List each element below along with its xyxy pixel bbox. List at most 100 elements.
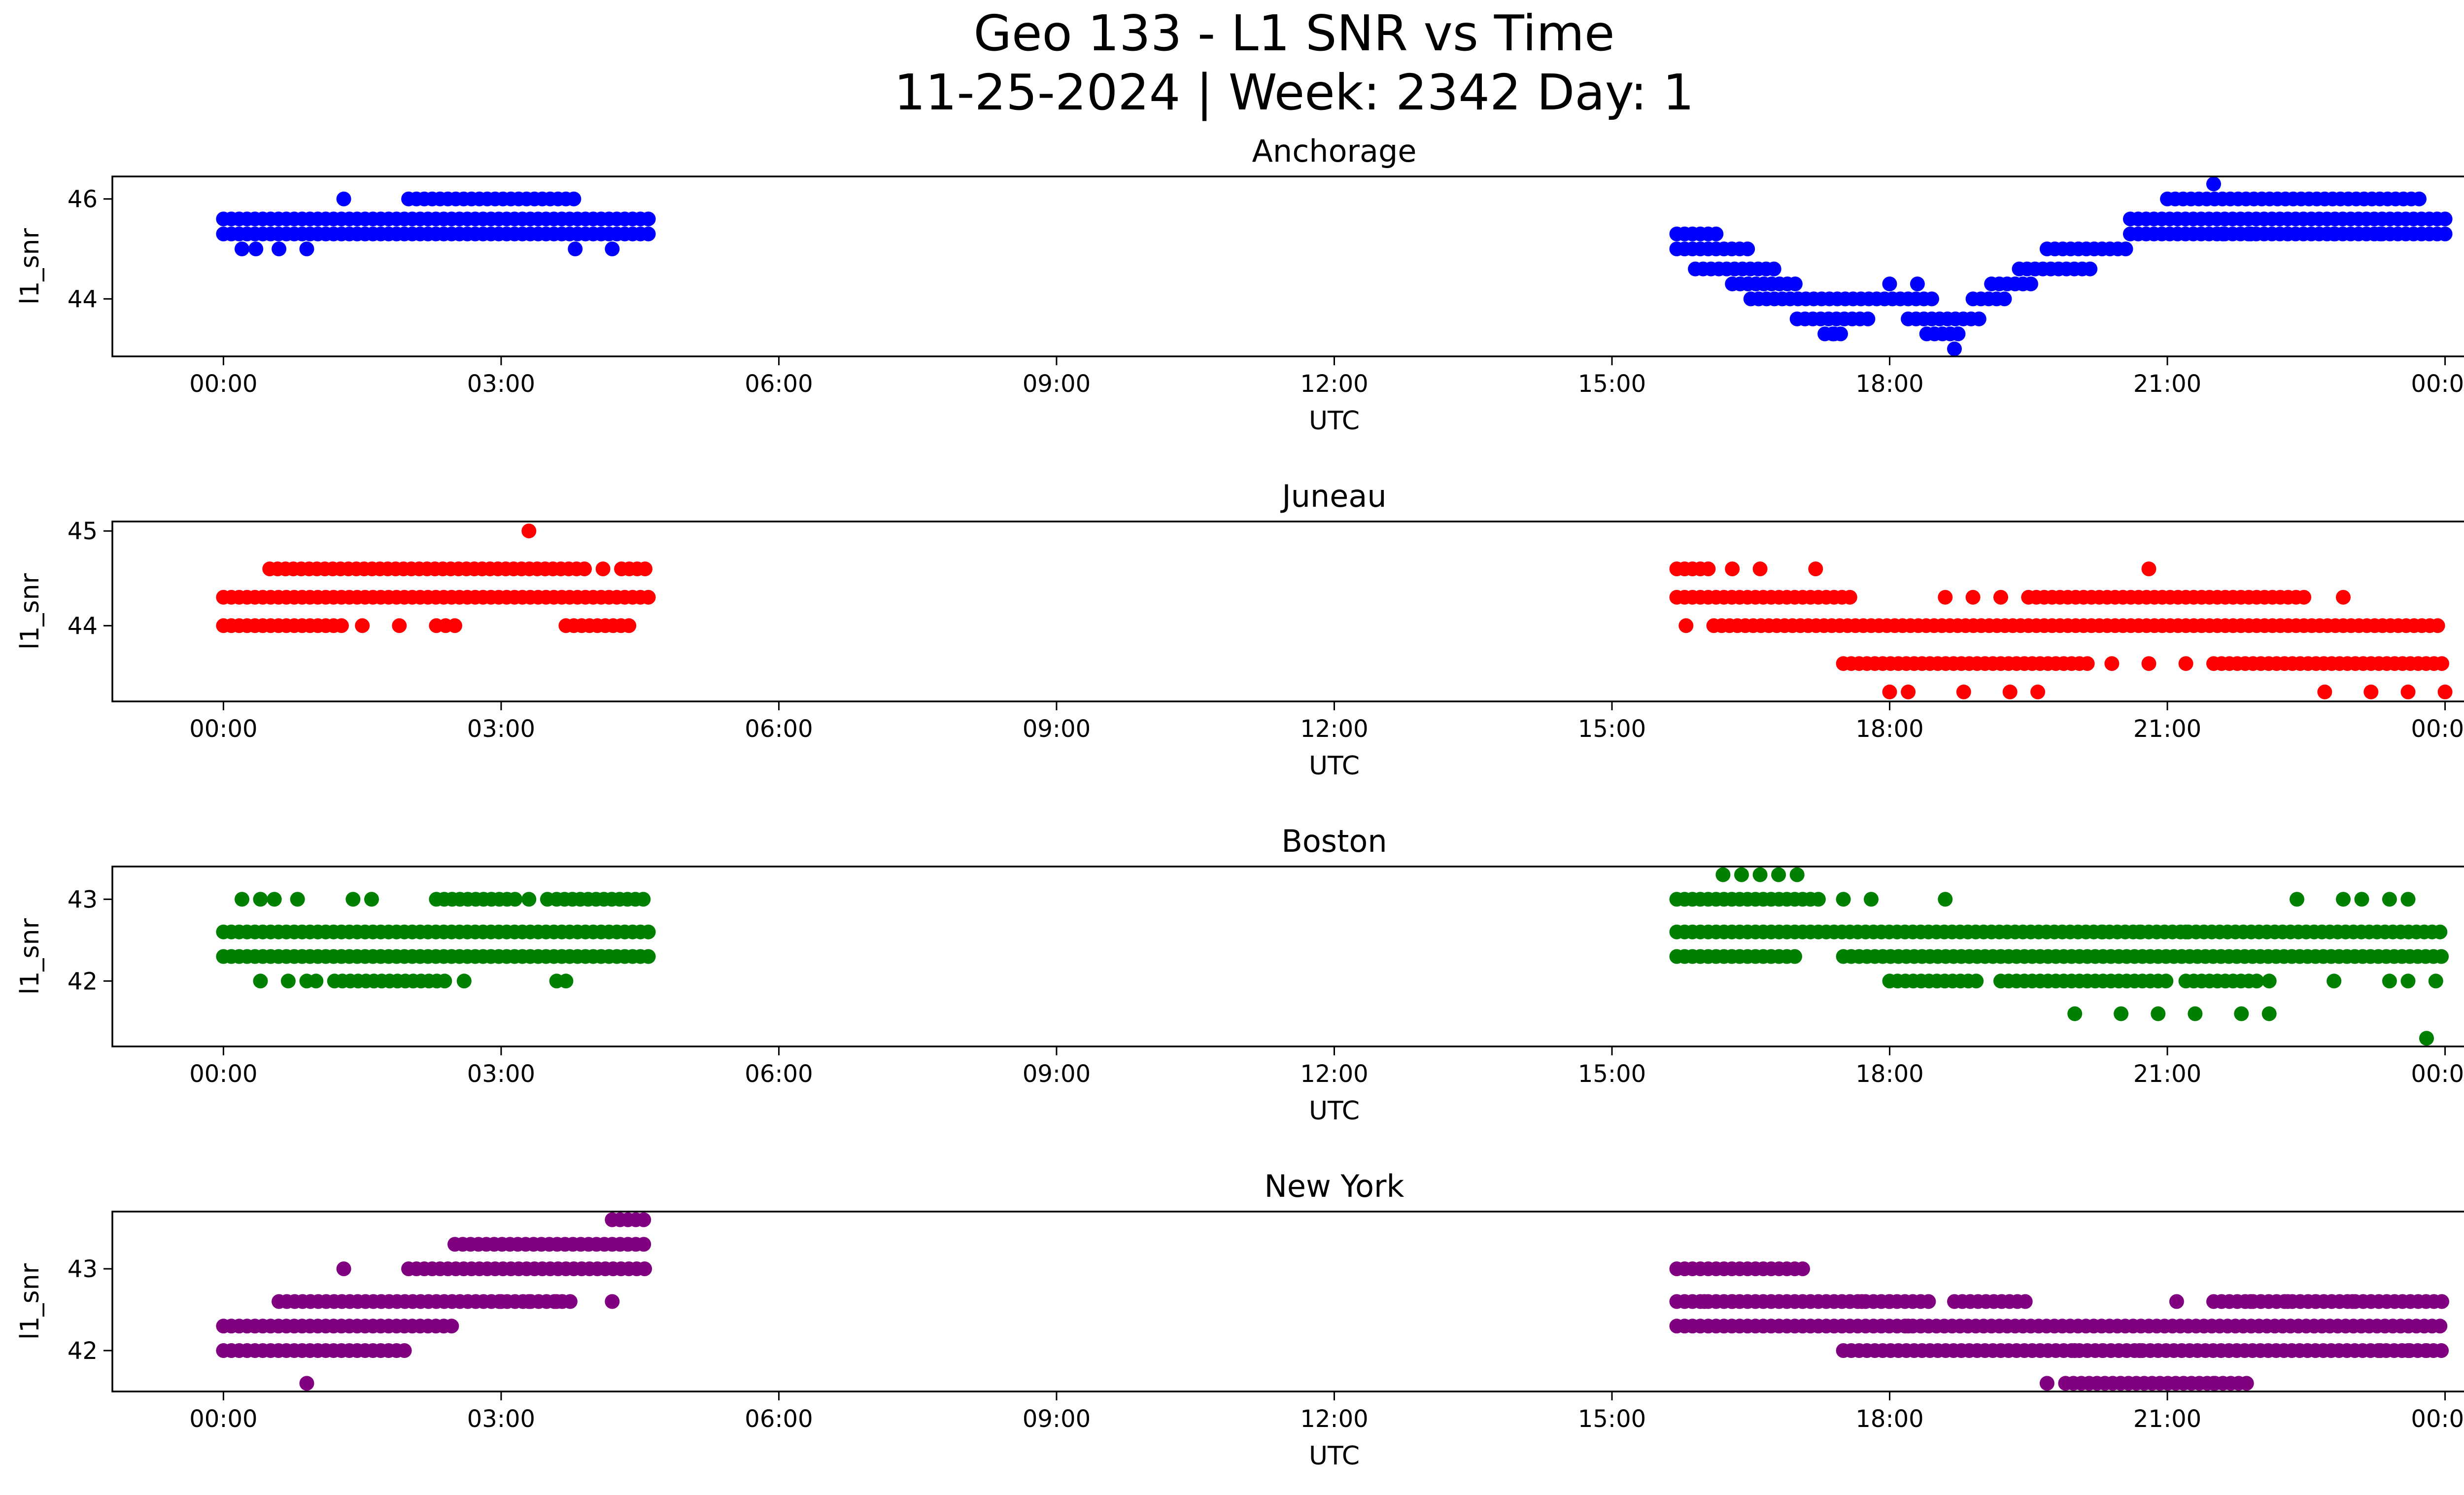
data-point <box>2308 1294 2323 1309</box>
data-point <box>2188 1006 2203 1021</box>
data-point <box>272 242 287 256</box>
y-tick-label: 44 <box>68 612 98 640</box>
data-point <box>641 949 656 964</box>
data-point <box>2178 924 2193 939</box>
data-point <box>2261 973 2277 989</box>
data-point <box>397 1343 412 1358</box>
x-tick-label: 18:00 <box>1855 1405 1923 1433</box>
data-point <box>1678 618 1694 633</box>
x-axis-label: UTC <box>1309 751 1360 781</box>
data-point <box>641 211 656 227</box>
data-point <box>641 226 656 242</box>
subplot-boston: Boston 00:00 03:00 06:00 09:00 12:00 15:00 18:0… <box>15 823 2464 1126</box>
x-tick-label: 09:00 <box>1023 1060 1091 1088</box>
data-point <box>1969 973 1984 989</box>
data-point <box>2030 684 2046 699</box>
data-point <box>1709 226 1724 242</box>
data-point <box>2428 973 2443 989</box>
data-point <box>1766 261 1781 277</box>
x-axis-label: UTC <box>1309 1441 1360 1471</box>
subplot-anchorage: Anchorage 00:00 03:00 06:00 09:00 12:00 15:00 1… <box>15 133 2464 436</box>
x-tick-label: 09:00 <box>1023 1405 1091 1433</box>
x-tick-label: 00:00 <box>2411 1060 2464 1088</box>
data-point <box>2327 973 2342 989</box>
data-point <box>1947 341 1962 356</box>
data-point <box>336 191 351 207</box>
x-tick-label: 12:00 <box>1300 1405 1368 1433</box>
x-tick-label: 18:00 <box>1855 1060 1923 1088</box>
data-point <box>253 973 268 989</box>
data-point <box>280 973 296 989</box>
data-point <box>2158 973 2174 989</box>
x-tick-label: 06:00 <box>745 370 813 398</box>
y-tick-label: 45 <box>68 518 98 545</box>
data-point <box>2067 1343 2083 1358</box>
data-point <box>2432 1319 2448 1334</box>
y-tick-label: 43 <box>68 886 98 913</box>
x-tick-label: 21:00 <box>2133 1405 2201 1433</box>
data-point <box>248 242 264 256</box>
data-point <box>595 561 611 577</box>
data-point <box>2002 684 2018 699</box>
data-point <box>2400 892 2416 907</box>
data-point <box>2178 656 2193 671</box>
y-axis-label: l1_snr <box>15 228 45 305</box>
data-point <box>1701 561 1716 577</box>
subplot-title: Boston <box>1281 823 1387 859</box>
x-tick-label: 09:00 <box>1023 715 1091 743</box>
data-point <box>1971 312 1986 326</box>
data-point <box>2215 226 2230 242</box>
y-axis-label: l1_snr <box>15 1263 45 1340</box>
data-point <box>2437 226 2453 242</box>
subplot-group: Anchorage 00:00 03:00 06:00 09:00 12:00 15:00 1… <box>15 133 2464 1471</box>
data-point <box>1921 1294 1936 1309</box>
data-point <box>636 892 651 907</box>
data-point <box>2039 1376 2054 1391</box>
data-point <box>1752 867 1768 882</box>
data-point <box>641 590 656 605</box>
subplot-new-york: New York 00:00 03:00 06:00 09:00 12:00 15:00 18… <box>15 1168 2464 1471</box>
data-point <box>308 973 324 989</box>
data-point <box>1725 1294 1740 1309</box>
data-point <box>2141 561 2156 577</box>
subplot-title: Anchorage <box>1252 133 1416 169</box>
data-point <box>2206 1376 2221 1391</box>
x-tick-label: 03:00 <box>467 370 535 398</box>
x-tick-label: 12:00 <box>1300 715 1368 743</box>
data-point <box>1882 277 1897 291</box>
data-point <box>621 618 637 633</box>
data-point <box>1725 561 1740 577</box>
x-tick-label: 06:00 <box>745 1060 813 1088</box>
data-point <box>2336 590 2351 605</box>
data-point <box>2296 590 2312 605</box>
series-markers <box>216 1212 2449 1391</box>
data-point <box>2018 1294 2033 1309</box>
data-point <box>1951 326 1966 342</box>
y-tick-label: 42 <box>68 1337 98 1365</box>
data-point <box>235 242 249 256</box>
data-point <box>521 1294 537 1309</box>
data-point <box>2317 684 2332 699</box>
data-point <box>2023 277 2038 291</box>
data-point <box>2412 191 2427 207</box>
data-point <box>1882 1294 1897 1309</box>
data-point <box>1811 892 1826 907</box>
data-point <box>1771 867 1786 882</box>
data-point <box>2234 1006 2249 1021</box>
data-point <box>2249 973 2264 989</box>
data-point <box>2095 924 2110 939</box>
data-point <box>2400 684 2416 699</box>
data-point <box>2354 892 2369 907</box>
data-point <box>355 618 370 633</box>
data-point <box>2114 1006 2129 1021</box>
data-point <box>558 973 574 989</box>
subplot-title: New York <box>1265 1168 1404 1204</box>
y-axis-label: l1_snr <box>15 573 45 650</box>
data-point <box>2118 242 2133 256</box>
y-axis-label: l1_snr <box>15 918 45 995</box>
data-point <box>638 561 652 577</box>
data-point <box>641 924 656 939</box>
data-point <box>1956 684 1971 699</box>
data-point <box>438 618 453 633</box>
